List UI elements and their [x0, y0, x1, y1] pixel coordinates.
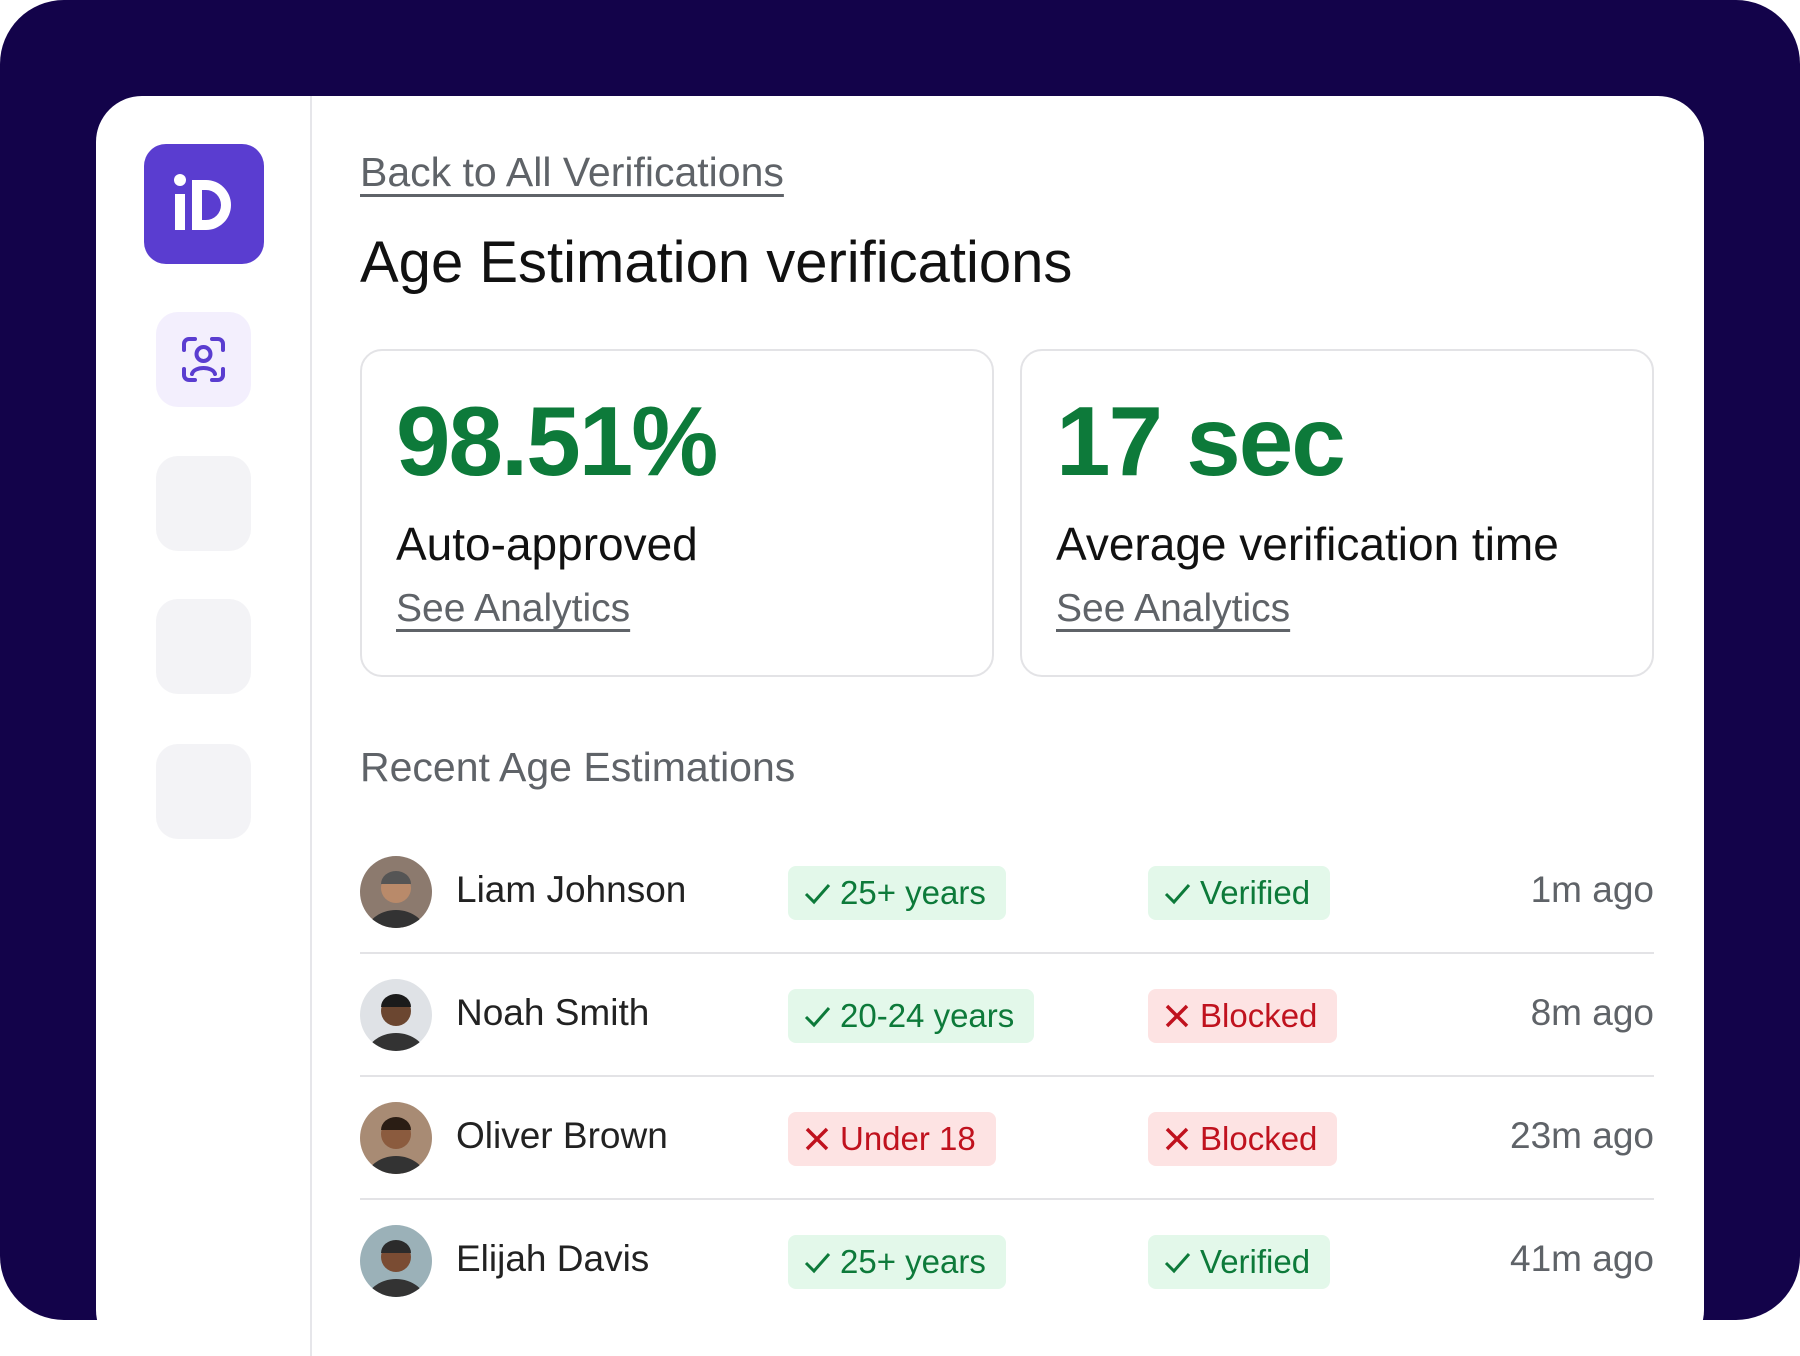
- stat-value: 98.51%: [396, 386, 718, 496]
- person-name: Elijah Davis: [456, 1238, 650, 1279]
- age-text: 20-24 years: [840, 997, 1015, 1034]
- analytics-link[interactable]: See Analytics: [396, 587, 631, 630]
- nav-placeholder[interactable]: [156, 599, 251, 694]
- nav-placeholder[interactable]: [156, 744, 251, 839]
- stat-card: 98.51% Auto-approved See Analytics: [360, 349, 994, 677]
- time-ago: 8m ago: [1530, 992, 1654, 1033]
- status-text: Verified: [1200, 874, 1311, 911]
- check-icon: [1164, 1253, 1191, 1274]
- logo-icon: [174, 174, 231, 230]
- status-text: Blocked: [1200, 997, 1318, 1034]
- verification-row[interactable]: Elijah Davis 25+ years Verified 41m ago: [360, 1200, 1654, 1323]
- check-icon: [804, 1007, 831, 1028]
- cross-icon: [1165, 1004, 1189, 1028]
- status-badge: Verified: [1148, 1235, 1331, 1289]
- app-card: Back to All Verifications Age Estimation…: [96, 96, 1704, 1356]
- verification-row[interactable]: Oliver Brown Under 18 Blocked 23m ago: [360, 1077, 1654, 1200]
- time-ago: 23m ago: [1510, 1115, 1654, 1156]
- avatar: [360, 1225, 432, 1297]
- cross-icon: [805, 1127, 829, 1151]
- status-text: Blocked: [1200, 1120, 1318, 1157]
- age-badge: 25+ years: [788, 866, 1006, 920]
- back-link[interactable]: Back to All Verifications: [360, 149, 784, 195]
- status-badge: Verified: [1148, 866, 1331, 920]
- age-badge: 20-24 years: [788, 989, 1035, 1043]
- avatar: [360, 979, 432, 1051]
- nav-verifications[interactable]: [156, 312, 251, 407]
- check-icon: [804, 1253, 831, 1274]
- check-icon: [804, 884, 831, 905]
- stat-card: 17 sec Average verification time See Ana…: [1020, 349, 1654, 677]
- person-name: Liam Johnson: [456, 869, 687, 910]
- age-text: 25+ years: [840, 1243, 986, 1280]
- logo[interactable]: [144, 144, 264, 264]
- time-ago: 41m ago: [1510, 1238, 1654, 1279]
- avatar: [360, 856, 432, 928]
- face-scan-icon: [182, 337, 225, 382]
- row-separator: [360, 1074, 1654, 1077]
- status-text: Verified: [1200, 1243, 1311, 1280]
- status-badge: Blocked: [1148, 989, 1338, 1043]
- age-badge: Under 18: [788, 1112, 996, 1166]
- time-ago: 1m ago: [1530, 869, 1654, 910]
- age-badge: 25+ years: [788, 1235, 1006, 1289]
- nav-placeholder[interactable]: [156, 456, 251, 551]
- verification-row[interactable]: Noah Smith 20-24 years Blocked 8m ago: [360, 954, 1654, 1077]
- page-title: Age Estimation verifications: [360, 230, 1073, 295]
- verification-row[interactable]: Liam Johnson 25+ years Verified 1m ago: [360, 831, 1654, 954]
- section-title: Recent Age Estimations: [360, 744, 796, 790]
- check-icon: [1164, 884, 1191, 905]
- analytics-link[interactable]: See Analytics: [1056, 587, 1291, 630]
- avatar: [360, 1102, 432, 1174]
- person-name: Oliver Brown: [456, 1115, 668, 1156]
- row-separator: [360, 951, 1654, 954]
- row-separator: [360, 1197, 1654, 1200]
- sidebar-divider: [310, 96, 312, 1356]
- age-text: Under 18: [840, 1120, 976, 1157]
- age-text: 25+ years: [840, 874, 986, 911]
- status-badge: Blocked: [1148, 1112, 1338, 1166]
- cross-icon: [1165, 1127, 1189, 1151]
- stat-label: Average verification time: [1056, 518, 1559, 570]
- stat-value: 17 sec: [1056, 386, 1346, 496]
- person-name: Noah Smith: [456, 992, 650, 1033]
- stat-label: Auto-approved: [396, 518, 698, 570]
